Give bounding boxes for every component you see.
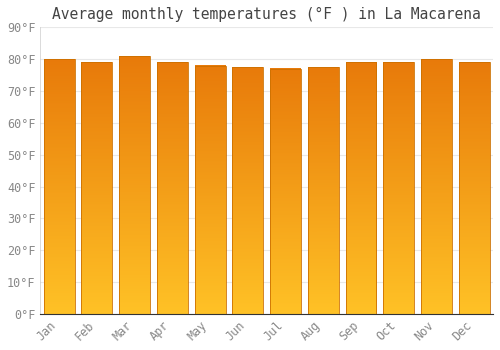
Bar — [194, 65, 226, 314]
Bar — [157, 62, 188, 314]
Bar — [308, 67, 338, 314]
Bar — [119, 56, 150, 314]
Bar — [44, 59, 74, 314]
Bar — [82, 62, 112, 314]
Title: Average monthly temperatures (°F ) in La Macarena: Average monthly temperatures (°F ) in La… — [52, 7, 481, 22]
Bar — [232, 67, 264, 314]
Bar — [458, 62, 490, 314]
Bar — [346, 62, 376, 314]
Bar — [270, 69, 301, 314]
Bar — [384, 62, 414, 314]
Bar — [421, 59, 452, 314]
